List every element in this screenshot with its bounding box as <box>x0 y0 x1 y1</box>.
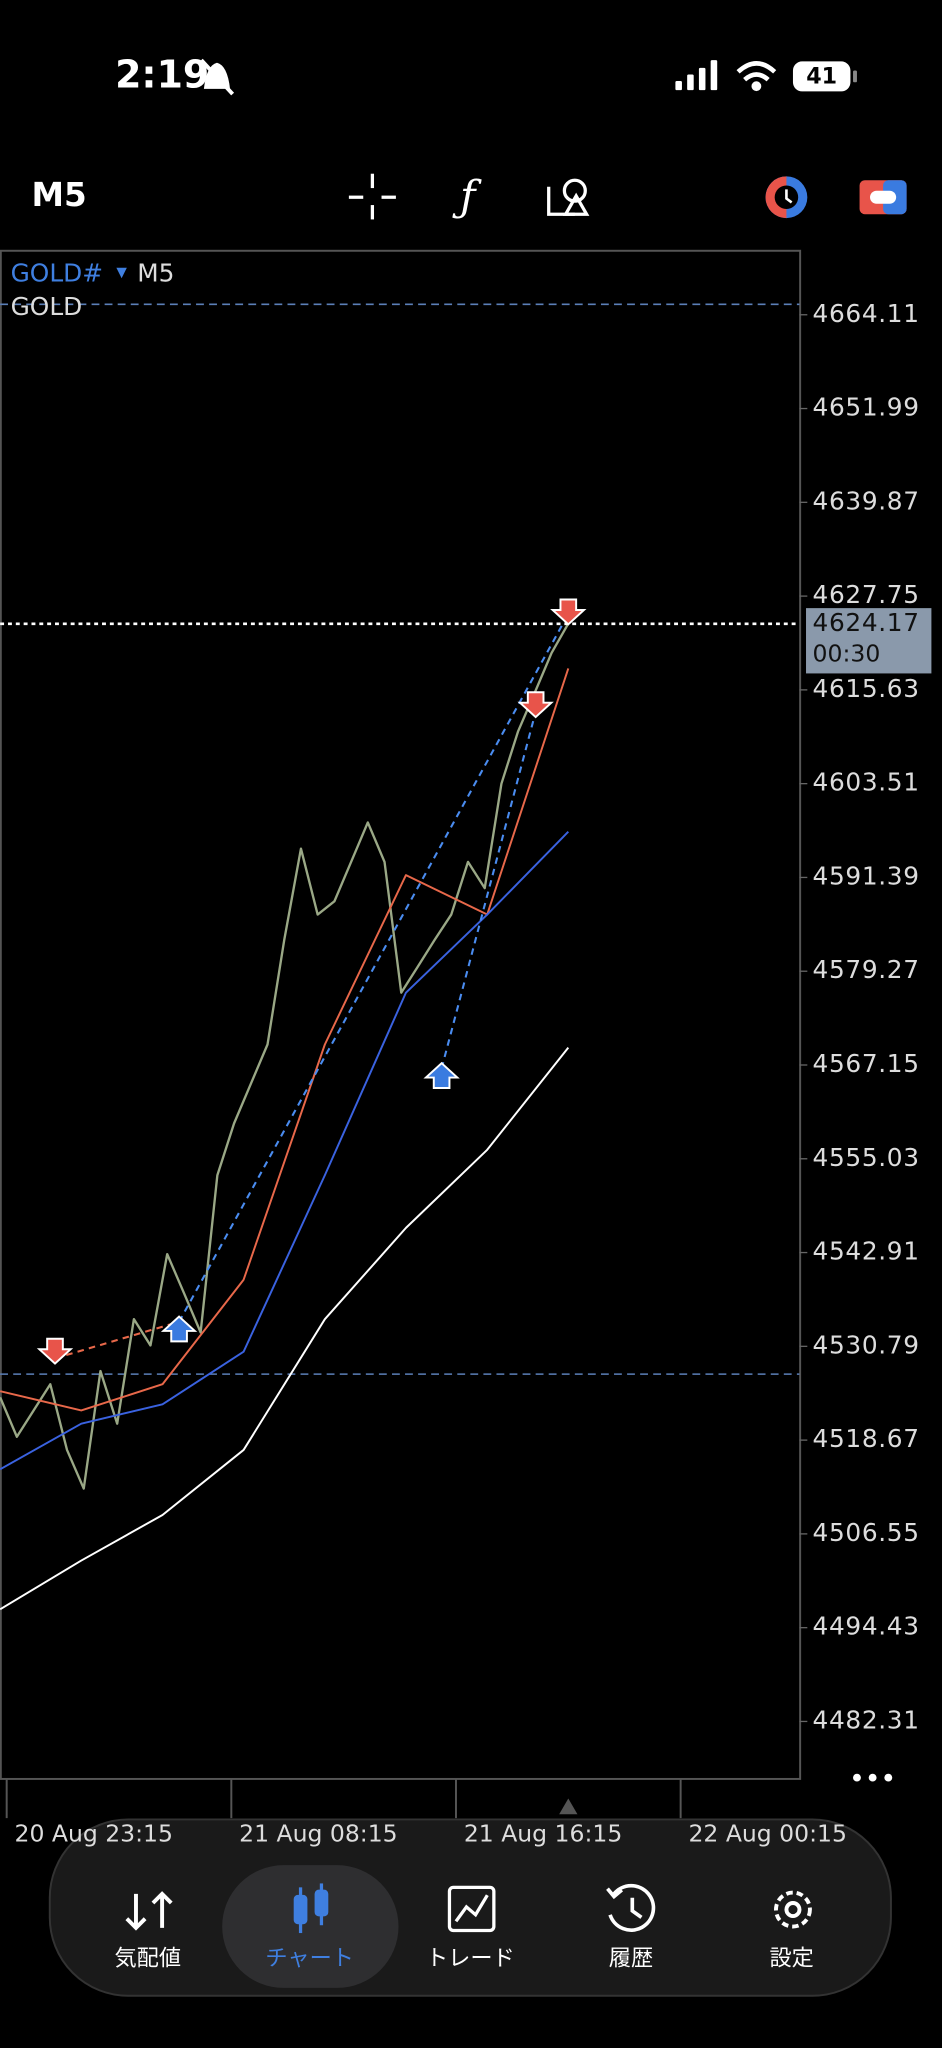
battery-tip <box>853 70 857 83</box>
y-tick-label: 4530.79 <box>813 1330 920 1359</box>
bar-countdown: 00:30 <box>813 640 881 668</box>
quotes-icon <box>125 1891 173 1931</box>
y-tick-label: 4542.91 <box>813 1237 920 1266</box>
sell-arrow <box>36 598 587 1365</box>
active-tab-pill <box>222 1865 399 1988</box>
symbol-label[interactable]: GOLD# <box>11 258 103 287</box>
x-tick-label: 20 Aug 23:15 <box>15 1820 173 1848</box>
battery <box>792 61 851 92</box>
y-tick-label: 4494.43 <box>813 1612 920 1641</box>
tab-label[interactable]: 履歴 <box>609 1946 653 1972</box>
moving-average <box>0 1047 570 1611</box>
history-icon <box>606 1883 656 1932</box>
price-line <box>0 622 570 1490</box>
y-tick-label: 4603.51 <box>813 768 920 797</box>
moving-average <box>0 668 570 1412</box>
y-tick-label: 4567.15 <box>813 1049 920 1078</box>
signal-lines <box>54 613 570 1360</box>
timeframe-button[interactable]: M5 <box>31 176 86 214</box>
tab-label[interactable]: トレード <box>426 1946 515 1972</box>
y-tick-label: 4639.87 <box>813 486 920 515</box>
y-tick-label: 4518.67 <box>813 1424 920 1453</box>
current-price-box <box>806 608 932 674</box>
y-tick-label: 4579.27 <box>813 955 920 984</box>
x-tick-label: 21 Aug 16:15 <box>464 1820 622 1848</box>
symbol-dropdown[interactable] <box>116 267 127 279</box>
tab-label[interactable]: 設定 <box>769 1946 813 1972</box>
y-tick-label: 4555.03 <box>813 1143 920 1172</box>
buy-arrow <box>160 1061 460 1343</box>
x-tick-label: 22 Aug 00:15 <box>688 1820 846 1848</box>
tab-label[interactable]: 気配値 <box>114 1946 181 1972</box>
trade-icon <box>447 1885 496 1933</box>
x-tick-label: 21 Aug 08:15 <box>239 1820 397 1848</box>
wifi-icon <box>736 61 777 92</box>
y-tick-label: 4664.11 <box>813 299 920 328</box>
plot-area <box>0 303 800 1611</box>
battery-level: 41 <box>806 64 837 90</box>
y-tick-label: 4627.75 <box>813 580 920 609</box>
tab-label[interactable]: チャート <box>265 1946 354 1972</box>
y-tick-label: 4615.63 <box>813 674 920 703</box>
trade-signals-button[interactable] <box>765 176 808 219</box>
shift-marker[interactable] <box>559 1798 578 1815</box>
y-tick-label: 4482.31 <box>813 1705 920 1734</box>
y-tick-label: 4651.99 <box>813 393 920 422</box>
timeframe-label: M5 <box>137 258 174 287</box>
settings-icon <box>774 1890 812 1929</box>
signal-icon <box>675 60 718 91</box>
objects-button[interactable] <box>547 178 590 216</box>
clock: 2:19 <box>115 53 209 97</box>
chart-icon <box>293 1883 329 1934</box>
moving-average <box>0 831 570 1471</box>
chart-frame[interactable] <box>0 249 802 1780</box>
current-price-label: 4624.17 <box>813 608 920 637</box>
more-button[interactable] <box>853 1773 893 1782</box>
crosshair-button[interactable] <box>348 173 396 220</box>
account-button[interactable] <box>859 180 907 215</box>
silent-icon <box>199 58 235 96</box>
y-tick-label: 4506.55 <box>813 1518 920 1547</box>
symbol-description: GOLD <box>11 292 83 321</box>
y-tick-label: 4591.39 <box>813 861 920 890</box>
